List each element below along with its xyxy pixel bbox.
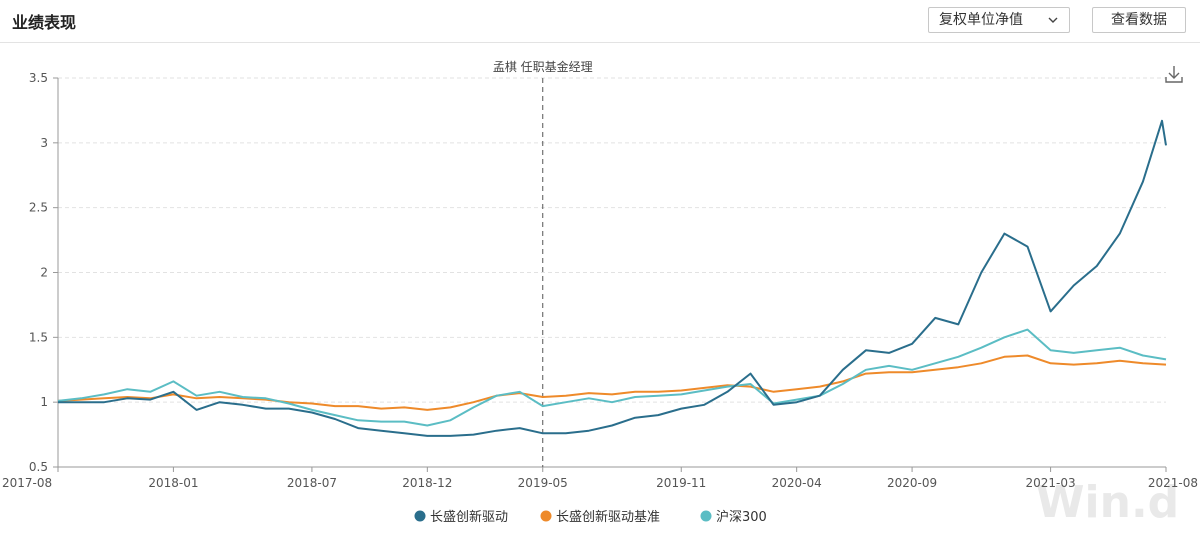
y-tick-label: 0.5 — [29, 460, 48, 474]
x-tick-label: 2019-05 — [518, 476, 568, 490]
legend-marker[interactable] — [414, 510, 426, 522]
page-title: 业绩表现 — [12, 13, 77, 32]
legend-marker[interactable] — [540, 510, 552, 522]
y-tick-label: 2.5 — [29, 201, 48, 215]
performance-chart: Win.d 0.5 1 1.5 2 2.5 3 3.5 2017-08 2018-01 2018… — [0, 43, 1200, 530]
series-line — [58, 119, 1167, 437]
legend-label[interactable]: 长盛创新驱动 — [430, 509, 508, 525]
grid-lines — [58, 77, 1166, 403]
x-tick-label: 2021-08 — [1148, 476, 1198, 490]
legend: 长盛创新驱动 长盛创新驱动基准 沪深300 — [414, 509, 767, 525]
marker-label: 孟棋 任职基金经理 — [493, 59, 593, 74]
watermark-text: Win.d — [1036, 477, 1179, 528]
x-tick-label: 2020-09 — [887, 476, 937, 490]
y-tick-label: 2 — [40, 266, 48, 280]
chevron-down-icon — [1047, 8, 1059, 40]
y-tick-label: 3.5 — [29, 71, 48, 85]
nav-type-select[interactable]: 复权单位净值 — [928, 7, 1070, 33]
x-tick-label: 2017-08 — [2, 476, 52, 490]
manager-marker: 孟棋 任职基金经理 — [493, 59, 593, 467]
series-line — [57, 328, 1167, 427]
y-tick-label: 1 — [40, 395, 48, 409]
nav-type-select-label: 复权单位净值 — [939, 12, 1023, 28]
y-tick-label: 1.5 — [29, 330, 48, 344]
legend-label[interactable]: 长盛创新驱动基准 — [556, 509, 660, 525]
series-line — [57, 354, 1167, 411]
x-tick-label: 2019-11 — [656, 476, 706, 490]
y-tick-label: 3 — [40, 136, 48, 150]
x-tick-label: 2018-01 — [148, 476, 198, 490]
x-tick-label: 2018-07 — [287, 476, 337, 490]
view-data-button[interactable]: 查看数据 — [1092, 7, 1186, 33]
x-tick-label: 2018-12 — [402, 476, 452, 490]
x-tick-label: 2020-04 — [772, 476, 822, 490]
download-icon[interactable] — [1162, 62, 1186, 86]
y-axis: 0.5 1 1.5 2 2.5 3 3.5 — [29, 71, 59, 474]
panel-header: 业绩表现 复权单位净值 查看数据 — [0, 0, 1200, 43]
legend-marker[interactable] — [700, 510, 712, 522]
series-lines — [57, 119, 1167, 437]
x-tick-label: 2021-03 — [1026, 476, 1076, 490]
x-axis: 2017-08 2018-01 2018-07 2018-12 2019-05 2019-… — [2, 466, 1198, 490]
chart-svg: Win.d 0.5 1 1.5 2 2.5 3 3.5 2017-08 2018-01 2018… — [2, 59, 1198, 528]
legend-label[interactable]: 沪深300 — [716, 509, 767, 525]
